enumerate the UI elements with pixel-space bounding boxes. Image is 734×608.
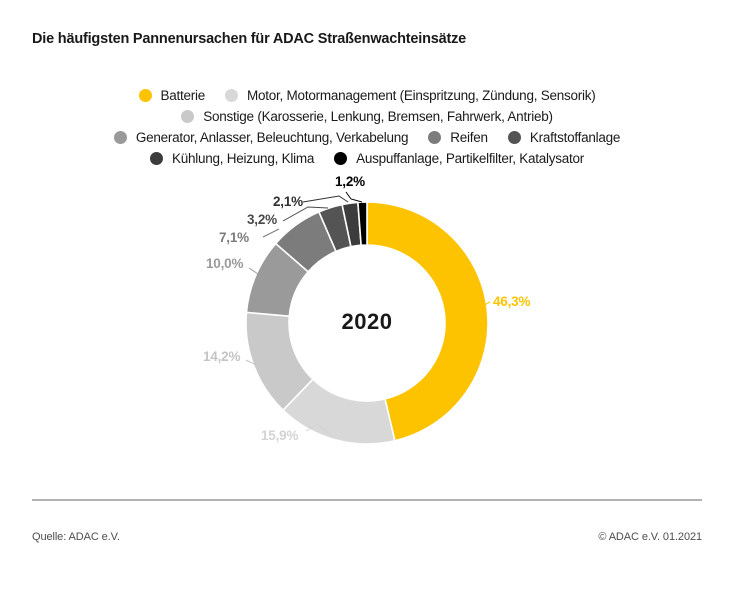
source-text: Quelle: ADAC e.V. xyxy=(32,531,120,543)
label-leader-line xyxy=(282,206,329,222)
legend-dot-icon xyxy=(113,131,127,144)
legend-dot-icon xyxy=(334,152,348,165)
legend-item: Kühlung, Heizung, Klima xyxy=(150,151,314,166)
donut-center-year: 2020 xyxy=(341,309,393,334)
legend-label: Auspuffanlage, Partikelfilter, Katalysat… xyxy=(356,151,584,166)
pie-slice xyxy=(357,201,368,247)
label-leader-line xyxy=(262,228,280,238)
legend-item: Batterie xyxy=(138,88,206,103)
slice-value-label: 3,2% xyxy=(247,212,277,227)
legend-item: Auspuffanlage, Partikelfilter, Katalysat… xyxy=(334,151,584,166)
legend-dot-icon xyxy=(181,110,195,123)
pie-slice xyxy=(245,242,310,318)
footer-divider xyxy=(32,499,702,501)
pie-slice xyxy=(245,311,315,412)
legend-item: Kraftstoffanlage xyxy=(507,130,621,145)
label-leader-line xyxy=(345,191,363,203)
slice-value-label: 46,3% xyxy=(493,294,531,309)
legend-label: Batterie xyxy=(160,88,206,103)
legend-label: Motor, Motormanagement (Einspritzung, Zü… xyxy=(247,88,596,103)
legend-label: Kühlung, Heizung, Klima xyxy=(172,151,315,166)
legend-label: Generator, Anlasser, Beleuchtung, Verkab… xyxy=(135,130,409,145)
label-leader-line xyxy=(476,301,491,310)
slice-value-label: 7,1% xyxy=(219,230,249,245)
legend-item: Sonstige (Karosserie, Lenkung, Bremsen, … xyxy=(181,109,553,124)
slice-value-label: 10,0% xyxy=(206,256,244,271)
chart-title: Die häufigsten Pannenursachen für ADAC S… xyxy=(32,31,467,47)
legend-label: Sonstige (Karosserie, Lenkung, Bremsen, … xyxy=(203,109,553,124)
legend-dot-icon xyxy=(428,131,442,144)
copyright-text: © ADAC e.V. 01.2021 xyxy=(598,531,702,543)
label-leader-line xyxy=(305,423,335,439)
pie-slice xyxy=(281,378,396,445)
legend-item: Generator, Anlasser, Beleuchtung, Verkab… xyxy=(113,130,409,145)
legend-label: Kraftstoffanlage xyxy=(529,130,621,145)
legend-row: Generator, Anlasser, Beleuchtung, Verkab… xyxy=(0,129,734,146)
slice-value-label: 14,2% xyxy=(203,349,241,364)
pie-slice xyxy=(317,203,352,253)
slice-value-label: 15,9% xyxy=(261,428,299,443)
slice-value-label: 2,1% xyxy=(273,194,303,209)
legend-dot-icon xyxy=(225,89,239,102)
label-leader-line xyxy=(302,195,349,203)
pie-slice xyxy=(274,210,338,273)
legend-label: Reifen xyxy=(450,130,488,145)
legend-dot-icon xyxy=(138,89,152,102)
legend-row: Sonstige (Karosserie, Lenkung, Bremsen, … xyxy=(0,108,734,125)
legend-dot-icon xyxy=(150,152,163,165)
legend-item: Motor, Motormanagement (Einspritzung, Zü… xyxy=(225,88,596,103)
label-leader-line xyxy=(245,359,257,366)
legend-dot-icon xyxy=(507,131,521,144)
legend-row: Kühlung, Heizung, Klima Auspuffanlage, Pa… xyxy=(0,150,734,167)
pie-slice xyxy=(341,201,362,248)
slice-value-label: 1,2% xyxy=(335,174,365,189)
chart-legend: Batterie Motor, Motormanagement (Einsprit… xyxy=(0,87,734,167)
label-leader-line xyxy=(248,267,259,275)
legend-item: Reifen xyxy=(428,130,488,145)
legend-row: Batterie Motor, Motormanagement (Einsprit… xyxy=(0,87,734,104)
